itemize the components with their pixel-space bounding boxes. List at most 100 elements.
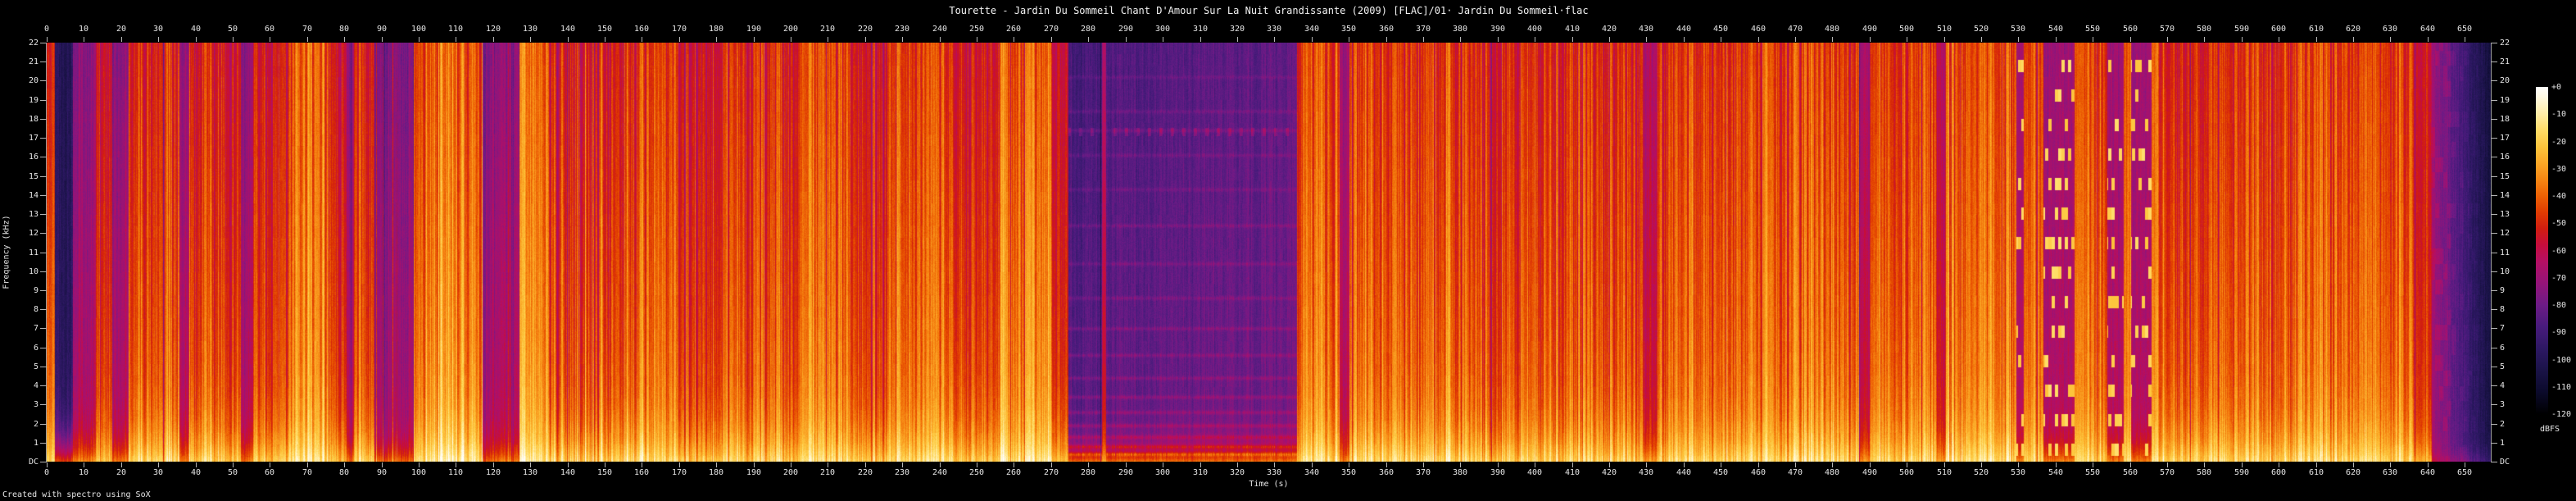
- x-tick-label: 530: [2010, 25, 2026, 34]
- x-tick: [716, 37, 717, 42]
- y-tick: [40, 443, 47, 444]
- y-tick: [40, 233, 47, 234]
- y-tick: [40, 328, 47, 329]
- x-tick: [1870, 37, 1871, 42]
- legend-label: dBFS: [2539, 425, 2560, 434]
- x-tick-label: 470: [1787, 468, 1803, 477]
- x-tick-label: 420: [1601, 468, 1617, 477]
- x-tick: [2204, 37, 2205, 42]
- x-tick: [530, 462, 531, 467]
- x-tick-label: 650: [2456, 468, 2473, 477]
- x-tick: [902, 462, 903, 467]
- x-tick: [1423, 462, 1424, 467]
- x-tick-label: 220: [857, 25, 873, 34]
- x-tick-label: 610: [2308, 468, 2324, 477]
- x-tick: [493, 37, 494, 42]
- y-tick-label: 15: [2500, 172, 2510, 181]
- y-tick-label: 19: [2500, 96, 2510, 105]
- x-tick-label: 440: [1676, 25, 1692, 34]
- x-tick: [1646, 462, 1647, 467]
- x-tick: [568, 37, 569, 42]
- x-tick-label: 240: [932, 468, 948, 477]
- x-tick-label: 590: [2234, 468, 2250, 477]
- x-tick-label: 620: [2345, 25, 2361, 34]
- x-tick: [419, 462, 420, 467]
- y-tick: [2491, 138, 2497, 139]
- x-tick-label: 410: [1564, 25, 1581, 34]
- x-tick: [1312, 37, 1313, 42]
- x-tick-label: 520: [1973, 468, 1989, 477]
- y-tick-label: 12: [2500, 229, 2510, 238]
- left-axis-line: [46, 43, 47, 462]
- y-tick: [40, 100, 47, 101]
- x-tick: [1274, 462, 1275, 467]
- legend-tick-label: -40: [2551, 192, 2567, 201]
- x-tick-label: 80: [338, 25, 350, 34]
- x-tick: [158, 37, 159, 42]
- x-tick-label: 0: [43, 468, 50, 477]
- x-tick-label: 450: [1712, 468, 1729, 477]
- x-tick: [2242, 462, 2243, 467]
- y-tick-label: 21: [28, 57, 39, 66]
- x-tick-label: 580: [2196, 25, 2212, 34]
- x-tick-label: 120: [485, 468, 501, 477]
- x-tick: [679, 462, 680, 467]
- x-tick-label: 340: [1304, 468, 1320, 477]
- y-tick-label: 16: [28, 153, 39, 162]
- x-tick: [1572, 462, 1573, 467]
- y-tick-label: 22: [28, 39, 39, 48]
- x-tick: [344, 37, 345, 42]
- y-tick: [2491, 271, 2497, 272]
- x-tick: [121, 37, 122, 42]
- x-tick-label: 60: [264, 25, 275, 34]
- legend-tick-label: +0: [2551, 83, 2562, 92]
- legend-tick-label: -50: [2551, 219, 2567, 229]
- x-tick-label: 10: [78, 25, 89, 34]
- x-tick: [2204, 462, 2205, 467]
- x-tick: [902, 37, 903, 42]
- y-tick: [40, 404, 47, 405]
- x-tick-label: 160: [633, 25, 650, 34]
- y-tick-label: 7: [2500, 324, 2506, 333]
- x-tick: [2242, 37, 2243, 42]
- x-tick: [1609, 462, 1610, 467]
- y-tick-label: 18: [2500, 115, 2510, 124]
- y-tick: [2491, 233, 2497, 234]
- x-tick-label: 130: [522, 468, 538, 477]
- x-tick: [530, 37, 531, 42]
- x-tick: [940, 462, 941, 467]
- x-tick-label: 630: [2382, 468, 2398, 477]
- x-tick-label: 400: [1526, 25, 1543, 34]
- x-tick-label: 320: [1229, 468, 1245, 477]
- x-tick: [1386, 37, 1387, 42]
- x-tick-label: 250: [968, 25, 985, 34]
- x-tick-label: 390: [1490, 468, 1506, 477]
- x-tick-label: 350: [1340, 468, 1357, 477]
- page-title: Tourette - Jardin Du Sommeil Chant D'Amo…: [949, 5, 1589, 16]
- y-tick-label: 15: [28, 172, 39, 181]
- x-tick: [1572, 37, 1573, 42]
- y-tick-label: 17: [2500, 134, 2510, 143]
- y-tick-label: 2: [2500, 420, 2506, 429]
- x-tick: [1460, 462, 1461, 467]
- y-tick: [40, 195, 47, 196]
- x-tick-label: 120: [485, 25, 501, 34]
- x-tick-label: 270: [1043, 25, 1059, 34]
- y-tick-label: 22: [2500, 39, 2510, 48]
- y-tick-label: 20: [2500, 76, 2510, 85]
- x-tick: [196, 37, 197, 42]
- x-tick-label: 0: [43, 25, 50, 34]
- x-tick-label: 260: [1005, 468, 1022, 477]
- x-tick: [2167, 462, 2168, 467]
- x-tick-label: 60: [264, 468, 275, 477]
- x-tick-label: 380: [1452, 25, 1468, 34]
- right-axis-line: [2491, 43, 2492, 462]
- x-tick: [1646, 37, 1647, 42]
- x-tick: [1237, 462, 1238, 467]
- y-tick-label: DC: [2500, 458, 2510, 467]
- x-tick-label: 170: [671, 25, 687, 34]
- x-tick: [2130, 37, 2131, 42]
- x-tick-label: 200: [782, 468, 799, 477]
- x-tick-label: 360: [1378, 468, 1395, 477]
